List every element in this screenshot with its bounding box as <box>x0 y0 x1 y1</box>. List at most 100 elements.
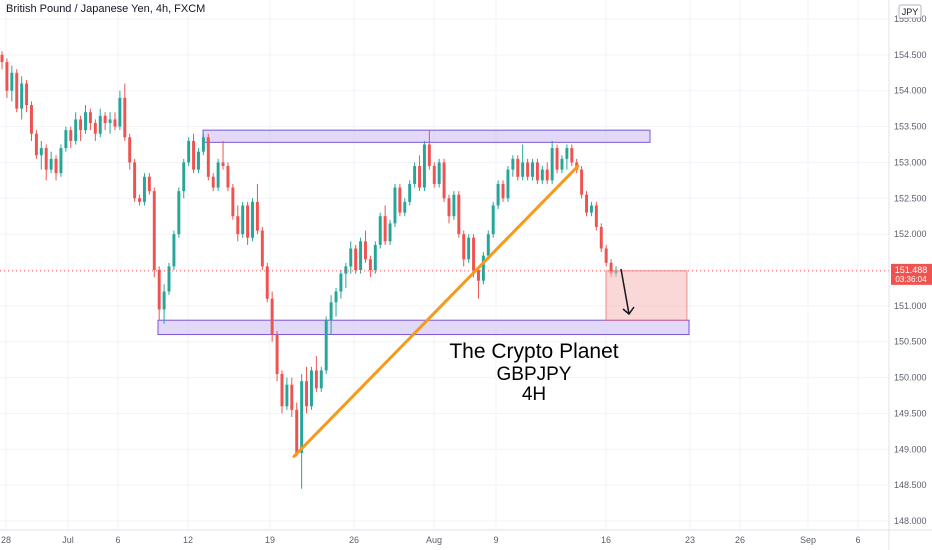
candle-body[interactable] <box>300 381 304 453</box>
candle-body[interactable] <box>103 115 107 123</box>
candle-body[interactable] <box>98 115 102 134</box>
candle-body[interactable] <box>491 205 495 235</box>
candle-body[interactable] <box>206 137 210 177</box>
candle-body[interactable] <box>511 158 515 170</box>
candle-body[interactable] <box>427 144 431 167</box>
candle-body[interactable] <box>236 216 240 235</box>
candle-body[interactable] <box>69 130 73 141</box>
candle-body[interactable] <box>339 273 343 292</box>
candle-body[interactable] <box>49 158 53 170</box>
candle-body[interactable] <box>535 162 539 181</box>
drawings-layer[interactable] <box>0 164 889 458</box>
candle-body[interactable] <box>457 194 461 235</box>
candle-body[interactable] <box>280 373 284 407</box>
candle-body[interactable] <box>604 248 608 263</box>
candle-body[interactable] <box>241 205 245 235</box>
candle-body[interactable] <box>197 151 200 170</box>
candle-body[interactable] <box>472 237 476 270</box>
candle-body[interactable] <box>5 62 9 91</box>
candle-body[interactable] <box>133 162 137 199</box>
candle-body[interactable] <box>167 266 171 292</box>
candle-body[interactable] <box>550 148 554 181</box>
candle-body[interactable] <box>177 191 181 235</box>
candle-body[interactable] <box>152 191 156 270</box>
candle-body[interactable] <box>496 183 500 206</box>
candle-body[interactable] <box>383 216 387 242</box>
target-box[interactable] <box>605 270 688 321</box>
candle-body[interactable] <box>260 230 264 267</box>
candle-body[interactable] <box>580 169 584 195</box>
candle-body[interactable] <box>182 162 186 192</box>
candle-body[interactable] <box>599 226 603 249</box>
candle-body[interactable] <box>373 244 377 270</box>
candle-body[interactable] <box>44 148 48 170</box>
candle-body[interactable] <box>486 234 490 256</box>
candle-body[interactable] <box>555 148 559 170</box>
candle-body[interactable] <box>305 381 309 407</box>
candle-body[interactable] <box>540 169 544 181</box>
candle-body[interactable] <box>314 370 318 389</box>
candle-body[interactable] <box>388 223 392 242</box>
candle-body[interactable] <box>329 302 333 321</box>
candle-body[interactable] <box>609 262 613 274</box>
candle-body[interactable] <box>255 201 259 231</box>
candle-body[interactable] <box>157 270 161 310</box>
candle-body[interactable] <box>364 241 367 260</box>
candle-body[interactable] <box>265 266 269 299</box>
candle-body[interactable] <box>447 198 451 217</box>
candle-body[interactable] <box>570 148 574 163</box>
candle-body[interactable] <box>187 140 191 163</box>
currency-badge[interactable]: JPY <box>898 4 922 19</box>
candle-body[interactable] <box>108 119 112 123</box>
candle-body[interactable] <box>295 409 299 453</box>
candle-body[interactable] <box>84 112 87 131</box>
candle-body[interactable] <box>393 187 397 224</box>
candle-body[interactable] <box>585 194 589 213</box>
down-arrow-shaft[interactable] <box>620 268 630 315</box>
candle-body[interactable] <box>309 370 313 407</box>
candle-body[interactable] <box>34 133 38 156</box>
candle-body[interactable] <box>0 54 4 63</box>
candle-body[interactable] <box>270 298 274 335</box>
candle-body[interactable] <box>349 248 353 267</box>
candle-body[interactable] <box>39 148 43 156</box>
candle-body[interactable] <box>359 241 363 270</box>
candle-body[interactable] <box>432 166 436 184</box>
candle-body[interactable] <box>74 119 78 141</box>
candle-body[interactable] <box>324 320 328 371</box>
candle-body[interactable] <box>521 162 525 177</box>
candle-body[interactable] <box>398 187 402 213</box>
candle-body[interactable] <box>231 187 235 217</box>
candle-body[interactable] <box>59 148 63 174</box>
candle-body[interactable] <box>594 205 598 227</box>
resistance-zone[interactable] <box>202 129 651 143</box>
ascending-trendline[interactable] <box>292 164 580 458</box>
candle-body[interactable] <box>275 334 279 374</box>
candle-body[interactable] <box>64 130 68 149</box>
candle-body[interactable] <box>93 122 97 134</box>
candle-body[interactable] <box>560 158 564 170</box>
candle-body[interactable] <box>290 384 294 410</box>
candle-body[interactable] <box>162 291 166 310</box>
candle-body[interactable] <box>211 176 215 188</box>
candle-body[interactable] <box>142 176 146 202</box>
candle-body[interactable] <box>506 169 510 199</box>
candle-body[interactable] <box>422 144 426 188</box>
candle-body[interactable] <box>334 291 338 303</box>
annotation-text-block[interactable]: The Crypto Planet GBPJPY 4H <box>449 340 618 405</box>
candle-body[interactable] <box>88 112 92 123</box>
candle-body[interactable] <box>437 162 441 184</box>
candle-body[interactable] <box>531 162 534 177</box>
candle-body[interactable] <box>418 166 421 188</box>
support-zone[interactable] <box>157 319 690 336</box>
candle-body[interactable] <box>565 148 569 159</box>
candle-body[interactable] <box>216 162 220 188</box>
candle-body[interactable] <box>467 237 471 260</box>
candle-body[interactable] <box>172 234 176 267</box>
candle-body[interactable] <box>408 183 412 202</box>
candle-body[interactable] <box>246 205 250 238</box>
candle-body[interactable] <box>319 370 323 389</box>
candle-body[interactable] <box>589 205 593 213</box>
candle-body[interactable] <box>354 248 358 270</box>
candle-body[interactable] <box>526 162 530 177</box>
